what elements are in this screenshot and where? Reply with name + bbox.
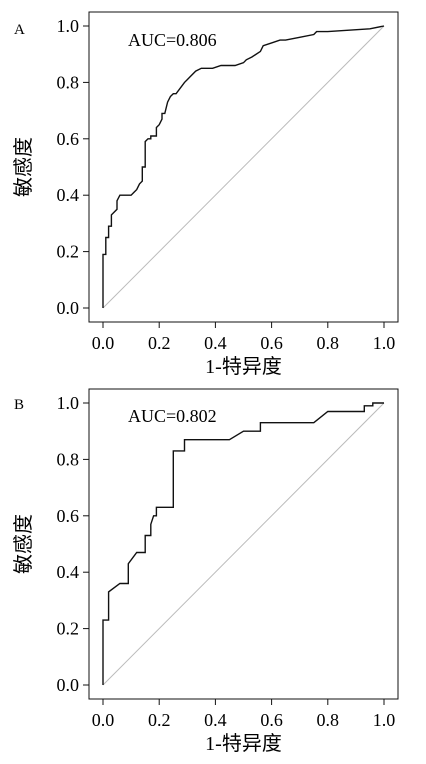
x-axis-title: 1-特异度 xyxy=(205,732,282,755)
x-tick-label: 0.0 xyxy=(92,333,115,353)
x-tick-label: 1.0 xyxy=(373,333,396,353)
y-axis-title: 敏感度 xyxy=(12,514,35,574)
y-tick-label: 0.2 xyxy=(57,619,80,639)
y-tick-label: 0.8 xyxy=(57,72,80,92)
y-tick-label: 0.0 xyxy=(57,675,80,695)
plot-frame xyxy=(88,11,399,323)
x-tick-label: 0.2 xyxy=(148,333,171,353)
x-tick-label: 0.8 xyxy=(317,710,340,730)
x-tick-label: 0.0 xyxy=(92,710,115,730)
panel-letter: B xyxy=(14,397,24,413)
x-tick-label: 0.2 xyxy=(148,710,171,730)
y-tick-label: 1.0 xyxy=(57,393,80,413)
auc-annotation: AUC=0.806 xyxy=(128,30,217,50)
x-axis-title: 1-特异度 xyxy=(205,355,282,378)
roc-curve xyxy=(102,402,384,685)
y-axis-title: 敏感度 xyxy=(12,137,35,197)
x-tick-label: 0.4 xyxy=(204,333,227,353)
y-tick-label: 0.6 xyxy=(57,506,80,526)
y-tick-label: 0.2 xyxy=(57,242,80,262)
plot-frame xyxy=(88,388,399,700)
x-tick-label: 0.6 xyxy=(260,710,283,730)
y-tick-label: 0.4 xyxy=(57,185,80,205)
x-tick-label: 0.4 xyxy=(204,710,227,730)
y-tick-label: 0.8 xyxy=(57,449,80,469)
roc-curve xyxy=(102,25,385,308)
panel-letter: A xyxy=(14,22,25,38)
x-tick-label: 0.8 xyxy=(317,333,340,353)
y-tick-label: 0.0 xyxy=(57,298,80,318)
x-tick-label: 0.6 xyxy=(260,333,283,353)
x-tick-label: 1.0 xyxy=(373,710,396,730)
y-tick-label: 0.4 xyxy=(57,562,80,582)
y-tick-label: 0.6 xyxy=(57,129,80,149)
reference-diagonal xyxy=(102,25,385,309)
y-tick-label: 1.0 xyxy=(57,16,80,36)
auc-annotation: AUC=0.802 xyxy=(128,406,217,426)
reference-diagonal xyxy=(102,402,385,686)
